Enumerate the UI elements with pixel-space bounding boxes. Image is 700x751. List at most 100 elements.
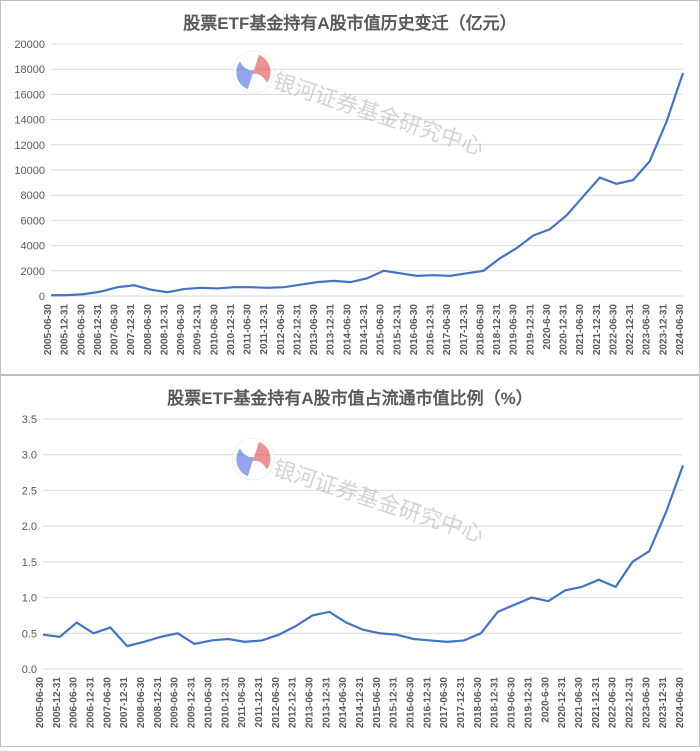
- svg-text:2022-06-30: 2022-06-30: [608, 677, 619, 729]
- svg-text:0: 0: [39, 291, 45, 303]
- chart-title: 股票ETF基金持有A股市值占流通市值比例（%）: [1, 376, 699, 409]
- svg-text:2018-12-31: 2018-12-31: [490, 677, 501, 729]
- svg-text:2018-06-30: 2018-06-30: [473, 677, 484, 729]
- chart-panel-market-value: 股票ETF基金持有A股市值历史变迁（亿元） 银河证券基金研究中心 0200040…: [0, 0, 700, 375]
- svg-text:2012-06-30: 2012-06-30: [276, 304, 287, 356]
- svg-text:2023-12-31: 2023-12-31: [658, 304, 669, 356]
- svg-text:2021-12-31: 2021-12-31: [591, 677, 602, 729]
- svg-text:2017-12-31: 2017-12-31: [456, 677, 467, 729]
- svg-text:2023-06-30: 2023-06-30: [641, 677, 652, 729]
- svg-text:2022-06-30: 2022-06-30: [608, 304, 619, 356]
- svg-text:2.5: 2.5: [22, 485, 37, 497]
- charts-container: 股票ETF基金持有A股市值历史变迁（亿元） 银河证券基金研究中心 0200040…: [0, 0, 700, 747]
- svg-text:2013-12-31: 2013-12-31: [326, 304, 337, 356]
- svg-text:2000: 2000: [21, 266, 45, 278]
- svg-text:2005-06-30: 2005-06-30: [43, 304, 54, 356]
- svg-text:2023-12-31: 2023-12-31: [658, 677, 669, 729]
- svg-text:2014-06-30: 2014-06-30: [342, 304, 353, 356]
- svg-text:2012-12-31: 2012-12-31: [292, 304, 303, 356]
- svg-text:2014-06-30: 2014-06-30: [338, 677, 349, 729]
- svg-text:2008-12-31: 2008-12-31: [153, 677, 164, 729]
- svg-text:8000: 8000: [21, 190, 45, 202]
- svg-text:2017-06-30: 2017-06-30: [442, 304, 453, 356]
- svg-text:2022-12-31: 2022-12-31: [624, 677, 635, 729]
- svg-text:2016-12-31: 2016-12-31: [422, 677, 433, 729]
- svg-text:10000: 10000: [14, 165, 45, 177]
- svg-text:2011-06-30: 2011-06-30: [243, 304, 254, 355]
- svg-text:2012-06-30: 2012-06-30: [271, 677, 282, 729]
- svg-text:2010-06-30: 2010-06-30: [203, 677, 214, 729]
- svg-text:2007-06-30: 2007-06-30: [102, 677, 113, 729]
- svg-text:2007-12-31: 2007-12-31: [119, 677, 130, 729]
- line-chart-svg: 0.0 0.5 1.0 1.5 2.0 2.5 3.0 3.5 2005-06-30 2005-1…: [1, 409, 700, 751]
- svg-text:2013-06-30: 2013-06-30: [304, 677, 315, 729]
- svg-text:2015-12-31: 2015-12-31: [389, 677, 400, 729]
- svg-text:0.5: 0.5: [22, 628, 37, 640]
- svg-text:2010-06-30: 2010-06-30: [209, 304, 220, 356]
- svg-text:3.0: 3.0: [22, 450, 37, 462]
- svg-text:2006-12-31: 2006-12-31: [93, 304, 104, 356]
- svg-text:2017-06-30: 2017-06-30: [439, 677, 450, 729]
- svg-text:20000: 20000: [14, 39, 45, 51]
- svg-text:2006-06-30: 2006-06-30: [69, 677, 80, 729]
- svg-text:2.0: 2.0: [22, 521, 37, 533]
- svg-text:2010-12-31: 2010-12-31: [226, 304, 237, 356]
- svg-text:2013-12-31: 2013-12-31: [321, 677, 332, 729]
- svg-text:2008-06-30: 2008-06-30: [143, 304, 154, 356]
- svg-text:2012-12-31: 2012-12-31: [288, 677, 299, 729]
- svg-text:2019-06-30: 2019-06-30: [509, 304, 520, 356]
- svg-text:14000: 14000: [14, 115, 45, 127]
- svg-text:2021-06-30: 2021-06-30: [574, 677, 585, 729]
- svg-text:2021-06-30: 2021-06-30: [575, 304, 586, 356]
- line-chart-svg: 0200040006000800010000120001400016000180…: [1, 34, 700, 379]
- svg-text:2020-6-30: 2020-6-30: [542, 304, 553, 350]
- svg-text:2017-12-31: 2017-12-31: [459, 304, 470, 356]
- svg-text:2019-06-30: 2019-06-30: [507, 677, 518, 729]
- svg-text:2006-12-31: 2006-12-31: [86, 677, 97, 729]
- svg-text:2021-12-31: 2021-12-31: [592, 304, 603, 356]
- svg-text:0.0: 0.0: [22, 664, 37, 676]
- svg-text:16000: 16000: [14, 89, 45, 101]
- svg-text:2020-6-30: 2020-6-30: [540, 677, 551, 723]
- svg-text:2016-12-31: 2016-12-31: [426, 304, 437, 356]
- svg-text:2016-06-30: 2016-06-30: [406, 677, 417, 729]
- svg-text:2018-12-31: 2018-12-31: [492, 304, 503, 356]
- svg-text:2011-06-30: 2011-06-30: [237, 677, 248, 728]
- svg-text:2008-12-31: 2008-12-31: [159, 304, 170, 356]
- svg-text:2015-06-30: 2015-06-30: [376, 304, 387, 356]
- svg-text:2005-12-31: 2005-12-31: [52, 677, 63, 729]
- svg-text:2013-06-30: 2013-06-30: [309, 304, 320, 356]
- svg-text:2023-06-30: 2023-06-30: [642, 304, 653, 356]
- svg-text:2009-12-31: 2009-12-31: [187, 677, 198, 729]
- svg-text:12000: 12000: [14, 140, 45, 152]
- data-series-line: [43, 465, 683, 646]
- svg-text:2020-12-31: 2020-12-31: [559, 304, 570, 356]
- svg-text:18000: 18000: [14, 64, 45, 76]
- svg-text:2024-06-30: 2024-06-30: [675, 304, 686, 356]
- svg-text:2015-06-30: 2015-06-30: [372, 677, 383, 729]
- svg-text:1.0: 1.0: [22, 593, 37, 605]
- svg-text:3.5: 3.5: [22, 414, 37, 426]
- svg-text:2005-06-30: 2005-06-30: [35, 677, 46, 729]
- svg-text:2015-12-31: 2015-12-31: [392, 304, 403, 356]
- svg-text:2005-12-31: 2005-12-31: [60, 304, 71, 356]
- svg-text:1.5: 1.5: [22, 557, 37, 569]
- svg-text:2007-06-30: 2007-06-30: [110, 304, 121, 356]
- svg-text:2014-12-31: 2014-12-31: [359, 304, 370, 356]
- svg-text:2019-12-31: 2019-12-31: [523, 677, 534, 729]
- svg-text:2020-12-31: 2020-12-31: [557, 677, 568, 729]
- svg-text:2007-12-31: 2007-12-31: [126, 304, 137, 356]
- svg-text:2019-12-31: 2019-12-31: [525, 304, 536, 356]
- svg-text:2024-06-30: 2024-06-30: [675, 677, 686, 729]
- svg-text:2010-12-31: 2010-12-31: [220, 677, 231, 729]
- data-series-line: [51, 73, 683, 295]
- svg-text:2006-06-30: 2006-06-30: [76, 304, 87, 356]
- svg-text:2018-06-30: 2018-06-30: [475, 304, 486, 356]
- svg-text:6000: 6000: [21, 215, 45, 227]
- svg-text:2009-12-31: 2009-12-31: [193, 304, 204, 356]
- svg-text:2011-12-31: 2011-12-31: [254, 677, 265, 728]
- svg-text:2008-06-30: 2008-06-30: [136, 677, 147, 729]
- svg-text:2009-06-30: 2009-06-30: [170, 677, 181, 729]
- svg-text:2009-06-30: 2009-06-30: [176, 304, 187, 356]
- chart-title: 股票ETF基金持有A股市值历史变迁（亿元）: [1, 1, 699, 34]
